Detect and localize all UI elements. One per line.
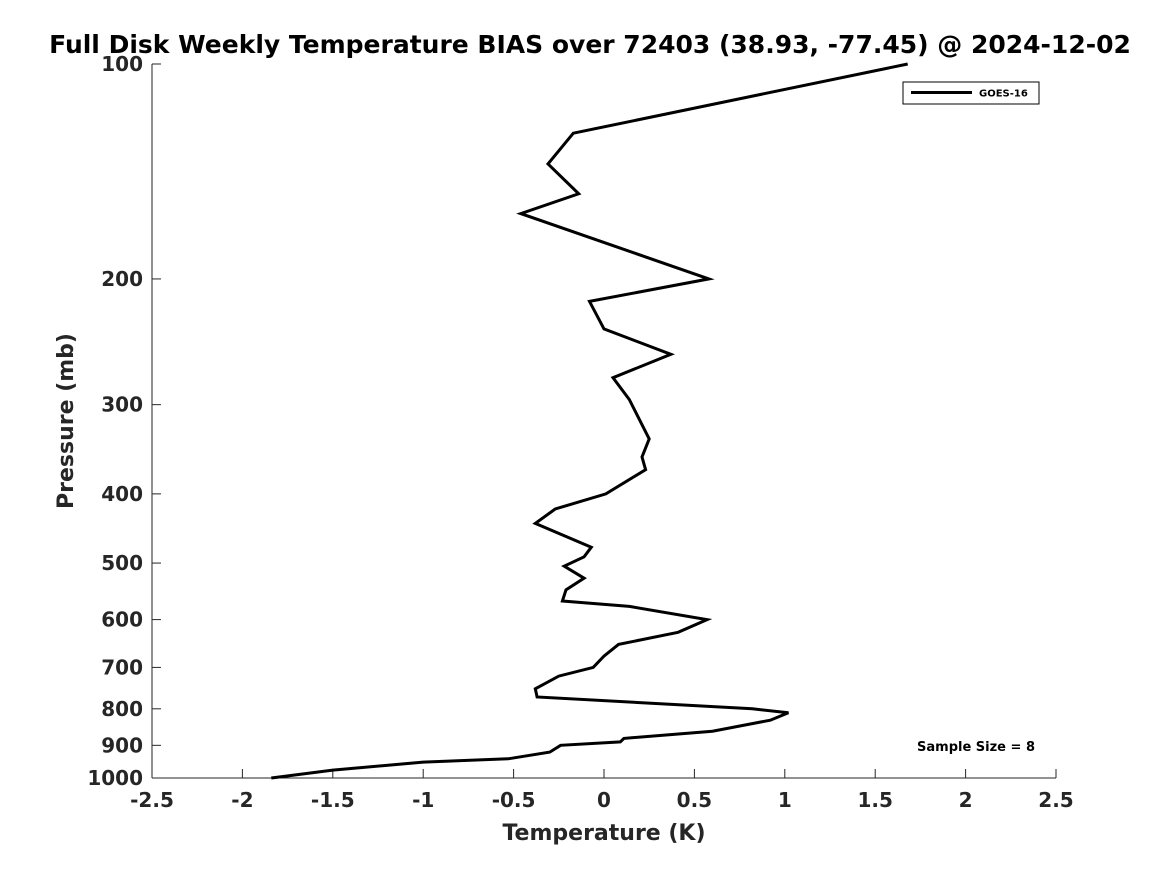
x-axis-label: Temperature (K)	[502, 821, 705, 846]
x-tick-label: 0.5	[677, 788, 712, 812]
y-tick-label: 500	[101, 551, 143, 575]
x-tick-label: 1	[778, 788, 792, 812]
x-tick-label: 2.5	[1038, 788, 1073, 812]
y-tick-label: 600	[101, 608, 143, 632]
legend: GOES-16	[902, 81, 1040, 105]
sample-size-annotation: Sample Size = 8	[917, 740, 1035, 755]
y-tick-label: 400	[101, 482, 143, 506]
legend-label-goes-16: GOES-16	[979, 89, 1028, 100]
y-ticks: 100 200 300 400 500 600 700 800 900 1000	[87, 52, 161, 790]
y-tick-label: 1000	[87, 766, 143, 790]
x-tick-label: 0	[597, 788, 611, 812]
chart-title: Full Disk Weekly Temperature BIAS over 7…	[49, 30, 1131, 59]
x-tick-label: -1.5	[311, 788, 355, 812]
y-tick-label: 200	[101, 267, 143, 291]
x-tick-label: -2	[231, 788, 253, 812]
y-tick-label: 300	[101, 393, 143, 417]
x-tick-label: -2.5	[130, 788, 174, 812]
x-tick-label: 1.5	[857, 788, 892, 812]
x-tick-label: 2	[959, 788, 973, 812]
y-axis-label: Pressure (mb)	[54, 333, 79, 509]
y-tick-label: 900	[101, 733, 143, 757]
axes	[151, 64, 1056, 779]
series-group	[271, 62, 909, 780]
y-tick-label: 700	[101, 655, 143, 679]
x-tick-label: -0.5	[492, 788, 536, 812]
y-tick-label: 100	[101, 52, 143, 76]
x-ticks: -2.5 -2 -1.5 -1 -0.5 0 0.5 1 1.5 2 2.5	[130, 769, 1074, 812]
series-line-goes-16	[271, 62, 909, 780]
y-tick-label: 800	[101, 697, 143, 721]
x-tick-label: -1	[412, 788, 434, 812]
